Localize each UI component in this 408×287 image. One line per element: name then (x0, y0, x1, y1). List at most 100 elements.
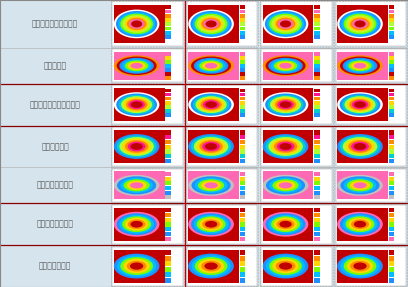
Bar (240, 14, 246, 18)
Ellipse shape (206, 20, 217, 28)
Bar (314, 213, 320, 217)
Bar (337, 5, 388, 43)
Bar (389, 135, 394, 139)
Ellipse shape (263, 254, 308, 278)
Bar (165, 195, 171, 199)
Ellipse shape (279, 143, 292, 150)
Ellipse shape (125, 60, 149, 71)
Ellipse shape (267, 12, 304, 36)
Bar (188, 208, 239, 241)
Bar (389, 181, 394, 185)
Bar (165, 14, 171, 18)
Bar (165, 131, 171, 135)
Ellipse shape (131, 63, 143, 69)
Ellipse shape (193, 95, 229, 115)
Ellipse shape (124, 259, 150, 273)
Bar (240, 191, 246, 195)
Ellipse shape (114, 9, 160, 38)
Ellipse shape (337, 55, 383, 76)
Bar (389, 52, 394, 56)
Bar (114, 249, 164, 283)
Bar (389, 9, 394, 13)
Ellipse shape (195, 257, 227, 275)
Bar (165, 181, 171, 185)
Ellipse shape (274, 60, 297, 71)
Ellipse shape (273, 259, 299, 273)
Ellipse shape (197, 59, 226, 72)
Ellipse shape (125, 218, 149, 231)
Bar (389, 256, 394, 261)
Ellipse shape (125, 140, 149, 153)
Bar (314, 113, 320, 117)
Bar (240, 186, 246, 190)
Ellipse shape (274, 218, 297, 231)
Ellipse shape (201, 261, 221, 272)
Bar (165, 278, 171, 283)
Ellipse shape (280, 20, 291, 28)
Bar (165, 35, 171, 39)
Ellipse shape (344, 178, 376, 193)
Bar (165, 18, 171, 22)
Ellipse shape (274, 140, 297, 153)
Bar (165, 72, 171, 76)
Ellipse shape (121, 96, 152, 113)
Ellipse shape (263, 175, 308, 196)
Bar (314, 131, 320, 135)
Bar (165, 31, 171, 34)
Ellipse shape (191, 213, 231, 235)
Bar (389, 159, 394, 163)
Ellipse shape (276, 18, 295, 30)
Bar (165, 172, 171, 176)
Bar (314, 97, 320, 100)
Bar (240, 60, 246, 64)
Ellipse shape (273, 16, 297, 32)
Ellipse shape (280, 101, 291, 108)
Ellipse shape (202, 62, 220, 70)
Ellipse shape (191, 11, 232, 37)
Ellipse shape (340, 176, 379, 194)
Bar (314, 145, 320, 149)
Ellipse shape (263, 9, 308, 38)
Ellipse shape (205, 143, 217, 150)
Ellipse shape (355, 20, 366, 28)
Ellipse shape (124, 179, 150, 191)
Bar (165, 208, 171, 212)
Bar (261, 1, 331, 46)
Bar (314, 135, 320, 139)
Bar (240, 118, 246, 121)
Bar (314, 261, 320, 266)
Bar (335, 49, 406, 82)
Bar (240, 208, 246, 212)
Ellipse shape (268, 215, 303, 234)
Bar (112, 85, 182, 124)
Ellipse shape (266, 135, 306, 157)
Bar (389, 227, 394, 231)
Bar (260, 126, 333, 167)
Ellipse shape (200, 218, 223, 231)
Bar (240, 105, 246, 109)
Bar (389, 89, 394, 92)
Bar (389, 177, 394, 181)
Ellipse shape (339, 94, 380, 116)
Ellipse shape (122, 15, 151, 33)
Bar (337, 52, 388, 80)
Bar (165, 105, 171, 109)
Ellipse shape (202, 141, 220, 151)
Bar (261, 49, 331, 82)
Bar (314, 272, 320, 277)
Bar (389, 93, 394, 96)
Bar (389, 250, 394, 255)
Bar (389, 191, 394, 195)
Bar (389, 172, 394, 176)
Ellipse shape (269, 257, 302, 275)
Bar (240, 93, 246, 96)
Bar (240, 39, 246, 43)
Bar (186, 1, 257, 46)
Bar (240, 145, 246, 149)
Bar (165, 39, 171, 43)
Ellipse shape (118, 12, 155, 36)
Ellipse shape (271, 59, 300, 72)
Bar (165, 27, 171, 30)
Ellipse shape (131, 101, 142, 108)
Bar (389, 131, 394, 135)
